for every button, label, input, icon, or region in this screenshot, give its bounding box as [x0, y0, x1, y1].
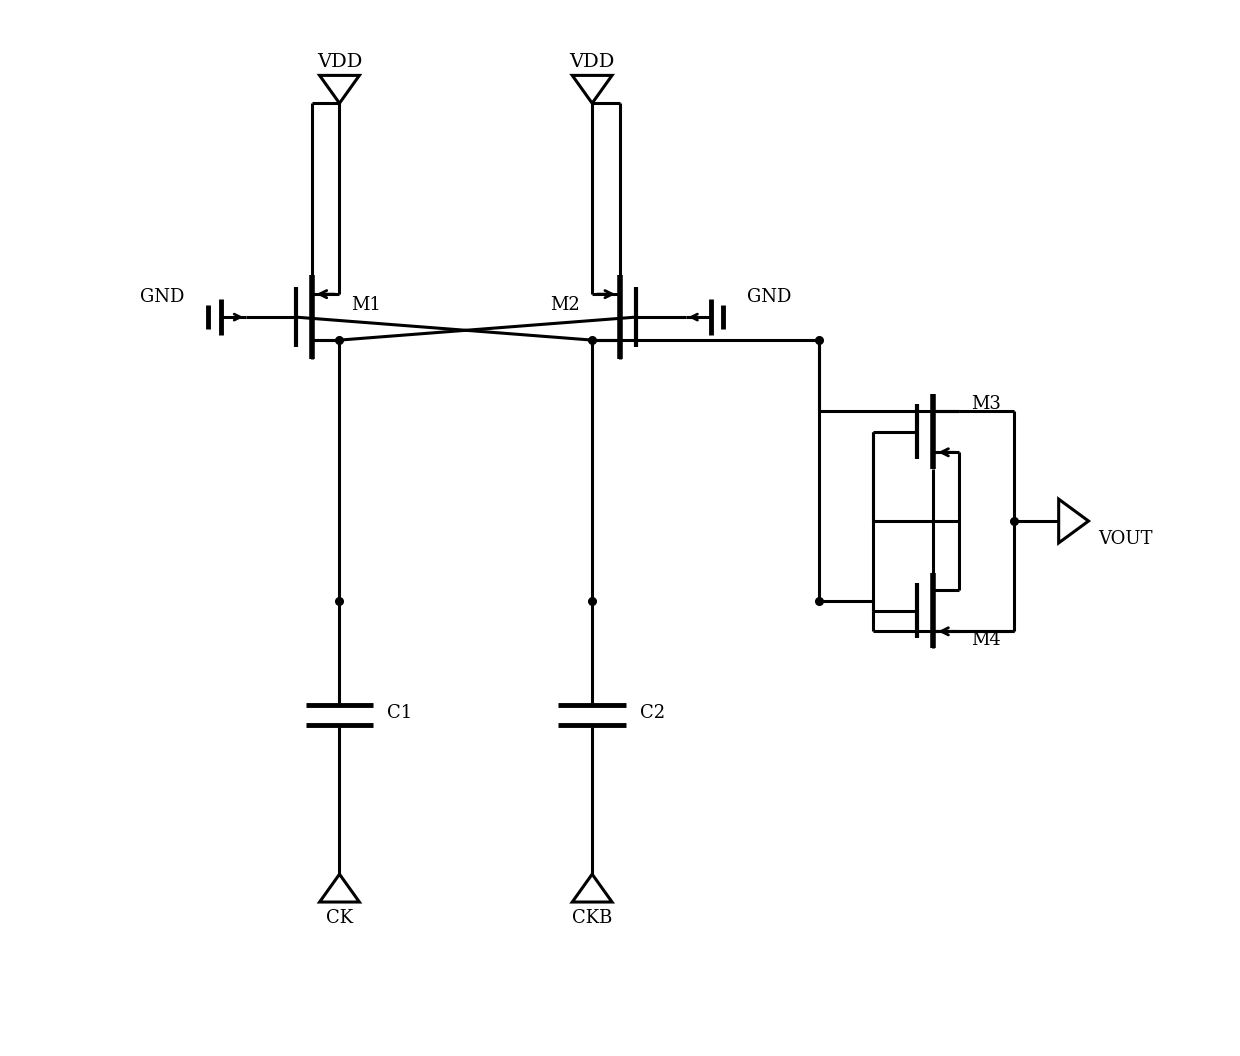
Text: M1: M1: [351, 296, 381, 315]
Text: GND: GND: [140, 288, 185, 306]
Text: CK: CK: [326, 909, 353, 927]
Text: CKB: CKB: [572, 909, 613, 927]
Text: C2: C2: [640, 704, 665, 722]
Text: M3: M3: [971, 395, 1001, 413]
Text: GND: GND: [748, 288, 791, 306]
Text: C1: C1: [387, 704, 413, 722]
Text: VDD: VDD: [569, 54, 615, 72]
Text: VDD: VDD: [316, 54, 362, 72]
Text: VOUT: VOUT: [1099, 530, 1153, 548]
Text: M2: M2: [551, 296, 580, 315]
Text: M4: M4: [971, 631, 1001, 649]
